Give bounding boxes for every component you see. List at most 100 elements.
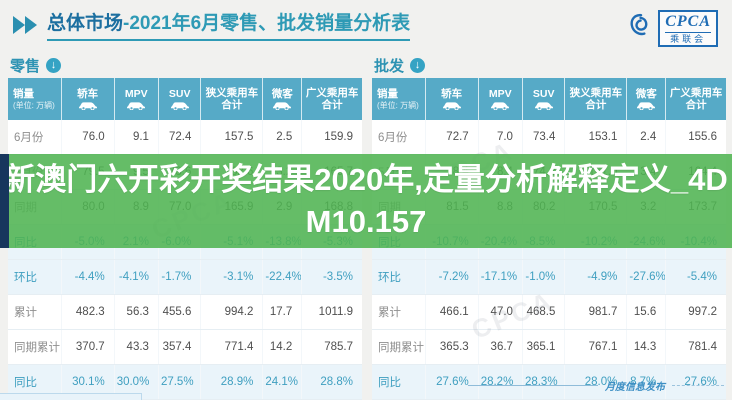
banner-left-stripe bbox=[0, 154, 9, 248]
cell-value: 785.7 bbox=[301, 329, 362, 365]
cell-value: -4.1% bbox=[114, 259, 159, 295]
row-label: 累计 bbox=[372, 294, 426, 330]
cell-value: 2.4 bbox=[626, 120, 667, 155]
cell-value: 767.1 bbox=[564, 329, 628, 365]
column-header: 广义乘用车合计 bbox=[301, 78, 362, 120]
cell-value: 981.7 bbox=[564, 294, 628, 330]
cell-value: 357.4 bbox=[158, 329, 202, 365]
cell-value: 47.0 bbox=[478, 294, 523, 330]
footer-dashed-line bbox=[672, 385, 724, 386]
row-label: 6月份 bbox=[372, 120, 426, 155]
minibus-icon bbox=[635, 101, 657, 111]
table-row: 6月份 72.7 7.0 73.4 153.1 2.4 155.6 bbox=[372, 120, 726, 155]
cell-value: 15.6 bbox=[626, 294, 667, 330]
bottom-left-strip bbox=[0, 393, 142, 400]
cell-value: 76.0 bbox=[61, 120, 115, 155]
table-row: 同期累计 370.7 43.3 357.4 771.4 14.2 785.7 bbox=[8, 329, 362, 365]
cell-value: 466.1 bbox=[425, 294, 479, 330]
cell-value: 153.1 bbox=[564, 120, 628, 155]
cell-value: 27.6% bbox=[425, 364, 479, 400]
footer-note: 月度信息发布 bbox=[605, 382, 665, 393]
cell-value: 28.9% bbox=[200, 364, 264, 400]
cell-value: 28.2% bbox=[478, 364, 523, 400]
cell-value: 482.3 bbox=[61, 294, 115, 330]
column-header: MPV bbox=[114, 78, 159, 120]
overlay-banner-text: 新澳门六开彩开奖结果2020年,定量分析解释定义_4DM10.157 bbox=[4, 162, 728, 239]
cpca-swirl-icon bbox=[627, 13, 653, 44]
wholesale-label: 批发 bbox=[374, 57, 405, 75]
column-header: 轿车 bbox=[61, 78, 115, 120]
cell-value: 56.3 bbox=[114, 294, 159, 330]
overlay-banner: 新澳门六开彩开奖结果2020年,定量分析解释定义_4DM10.157 bbox=[0, 154, 732, 248]
cell-value: -4.9% bbox=[564, 259, 628, 295]
column-header: 微客 bbox=[262, 78, 303, 120]
cell-value: 468.5 bbox=[522, 294, 566, 330]
cell-value: 72.4 bbox=[158, 120, 202, 155]
cell-value: 997.2 bbox=[665, 294, 726, 330]
section-label-wholesale: 批发 ↓ bbox=[372, 52, 726, 78]
cell-value: -1.7% bbox=[158, 259, 202, 295]
unit-note: (单位: 万辆) bbox=[377, 100, 419, 110]
row-label: 同期累计 bbox=[8, 329, 62, 365]
cell-value: -27.6% bbox=[626, 259, 667, 295]
double-chevron-icon bbox=[12, 15, 40, 40]
column-header: 微客 bbox=[626, 78, 667, 120]
cell-value: 24.1% bbox=[262, 364, 303, 400]
cell-value: 28.3% bbox=[522, 364, 566, 400]
cell-value: 365.3 bbox=[425, 329, 479, 365]
cell-value: 14.3 bbox=[626, 329, 667, 365]
table-row: 累计 482.3 56.3 455.6 994.2 17.7 1011.9 bbox=[8, 294, 362, 330]
table-row: 6月份 76.0 9.1 72.4 157.5 2.5 159.9 bbox=[8, 120, 362, 155]
cell-value: -3.1% bbox=[200, 259, 264, 295]
table-row: 同期累计 365.3 36.7 365.1 767.1 14.3 781.4 bbox=[372, 329, 726, 365]
cell-value: 1011.9 bbox=[301, 294, 362, 330]
cell-value: 17.7 bbox=[262, 294, 303, 330]
row-label: 环比 bbox=[8, 259, 62, 295]
cell-value: 159.9 bbox=[301, 120, 362, 155]
minibus-icon bbox=[271, 101, 293, 111]
suv-icon bbox=[533, 101, 555, 111]
cell-value: 36.7 bbox=[478, 329, 523, 365]
cell-value: 370.7 bbox=[61, 329, 115, 365]
column-header: 销量 (单位: 万辆) bbox=[372, 78, 426, 120]
row-label: 同比 bbox=[372, 364, 426, 400]
cell-value: 43.3 bbox=[114, 329, 159, 365]
column-header: 狭义乘用车合计 bbox=[200, 78, 264, 120]
table-row: 累计 466.1 47.0 468.5 981.7 15.6 997.2 bbox=[372, 294, 726, 330]
table-row: 同比 27.6% 28.2% 28.3% 28.0% 8.7% 27.6% bbox=[372, 364, 726, 400]
cell-value: 28.0% bbox=[564, 364, 628, 400]
footer-divider-line bbox=[468, 385, 598, 386]
unit-note: (单位: 万辆) bbox=[13, 100, 55, 110]
cpca-logo-box: CPCA 乘联会 bbox=[658, 10, 718, 47]
page-title[interactable]: 总体市场-2021年6月零售、批发销量分析表 bbox=[47, 13, 411, 41]
table-row: 环比 -4.4% -4.1% -1.7% -3.1% -22.4% -3.5% bbox=[8, 259, 362, 295]
cell-value: 27.5% bbox=[158, 364, 202, 400]
mpv-icon bbox=[125, 101, 147, 111]
cell-value: 365.1 bbox=[522, 329, 566, 365]
cell-value: -5.4% bbox=[665, 259, 726, 295]
cell-value: -1.0% bbox=[522, 259, 566, 295]
section-label-retail: 零售 ↓ bbox=[8, 52, 362, 78]
car-icon bbox=[77, 101, 99, 111]
cell-value: 27.6% bbox=[665, 364, 726, 400]
cell-value: -4.4% bbox=[61, 259, 115, 295]
cell-value: -7.2% bbox=[425, 259, 479, 295]
cpca-logo-subtext: 乘联会 bbox=[665, 32, 711, 45]
car-icon bbox=[441, 101, 463, 111]
cell-value: 14.2 bbox=[262, 329, 303, 365]
retail-label: 零售 bbox=[10, 57, 41, 75]
cell-value: -3.5% bbox=[301, 259, 362, 295]
cell-value: -17.1% bbox=[478, 259, 523, 295]
column-header: SUV bbox=[158, 78, 202, 120]
column-header: 销量 (单位: 万辆) bbox=[8, 78, 62, 120]
download-arrow-icon[interactable]: ↓ bbox=[46, 57, 62, 73]
cell-value: 73.4 bbox=[522, 120, 566, 155]
column-header: 狭义乘用车合计 bbox=[564, 78, 628, 120]
header: 总体市场-2021年6月零售、批发销量分析表 CPCA 乘联会 bbox=[0, 0, 732, 52]
page-title-rest: -2021年6月零售、批发销量分析表 bbox=[123, 13, 411, 34]
cpca-logo: CPCA 乘联会 bbox=[627, 10, 718, 47]
download-arrow-icon[interactable]: ↓ bbox=[410, 57, 426, 73]
row-label: 同期累计 bbox=[372, 329, 426, 365]
cell-value: 771.4 bbox=[200, 329, 264, 365]
cell-value: 72.7 bbox=[425, 120, 479, 155]
